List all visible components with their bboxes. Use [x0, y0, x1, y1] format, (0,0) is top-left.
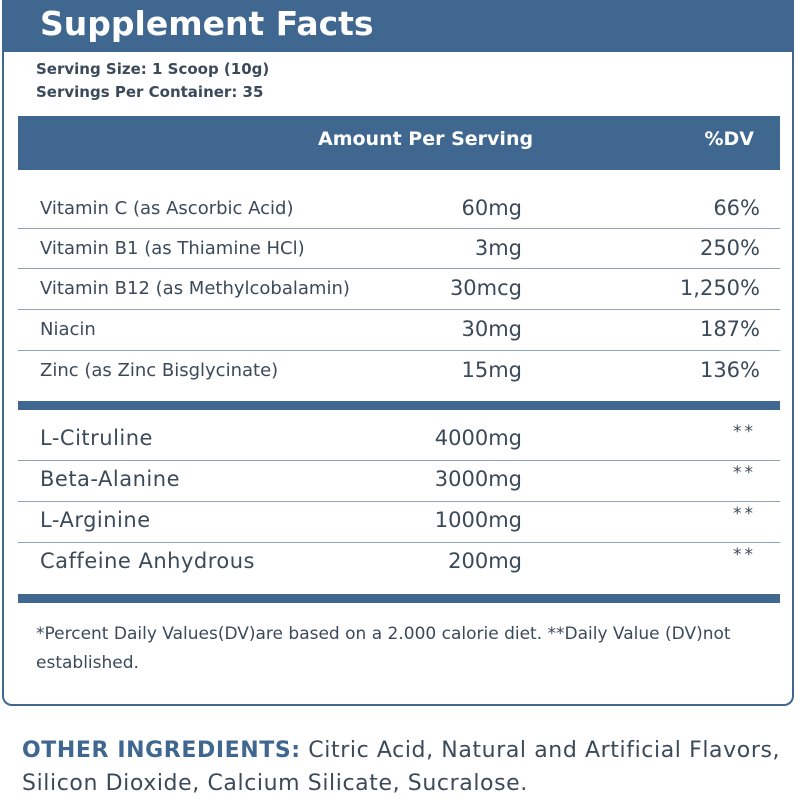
- row-divider: [18, 460, 780, 461]
- ingredient-dv: **: [733, 545, 756, 565]
- vitamin-name: Niacin: [40, 319, 96, 340]
- footnote: *Percent Daily Values(DV)are based on a …: [36, 624, 731, 673]
- ingredient-dv: **: [733, 504, 756, 524]
- ingredient-amount: 200mg: [448, 549, 522, 573]
- other-ingredients-label: OTHER INGREDIENTS:: [22, 738, 301, 763]
- panel-title: Supplement Facts: [40, 4, 374, 43]
- row-divider: [18, 542, 780, 543]
- vitamin-amount: 30mcg: [449, 276, 522, 300]
- ingredient-amount: 4000mg: [434, 426, 522, 450]
- ingredient-name: L-Arginine: [40, 508, 151, 532]
- ingredient-amount: 3000mg: [434, 467, 522, 491]
- row-divider: [18, 350, 780, 351]
- section-divider: [18, 594, 780, 603]
- vitamin-dv: 250%: [699, 236, 760, 260]
- ingredient-amount: 1000mg: [434, 508, 522, 532]
- ingredient-name: L-Citruline: [40, 426, 153, 450]
- vitamin-name: Vitamin C (as Ascorbic Acid): [40, 198, 294, 219]
- other-ingredients-text: Citric Acid, Natural and Artificial Flav…: [22, 738, 781, 796]
- vitamin-name: Vitamin B1 (as Thiamine HCl): [40, 238, 305, 259]
- header-dv: %DV: [704, 128, 754, 150]
- ingredient-dv: **: [733, 422, 756, 442]
- row-divider: [18, 501, 780, 502]
- ingredient-name: Beta-Alanine: [40, 467, 180, 491]
- vitamin-dv: 1,250%: [679, 276, 760, 300]
- ingredient-dv: **: [733, 463, 756, 483]
- other-ingredients: OTHER INGREDIENTS: Citric Acid, Natural …: [22, 734, 792, 800]
- table-header-bar: [18, 116, 780, 170]
- vitamin-amount: 60mg: [461, 196, 522, 220]
- row-divider: [18, 268, 780, 269]
- vitamin-dv: 136%: [699, 358, 760, 382]
- vitamin-dv: 187%: [699, 317, 760, 341]
- row-divider: [18, 309, 780, 310]
- section-divider: [18, 401, 780, 410]
- ingredient-name: Caffeine Anhydrous: [40, 549, 255, 573]
- vitamin-amount: 15mg: [461, 358, 522, 382]
- vitamin-dv: 66%: [713, 196, 760, 220]
- servings-per-container: Servings Per Container: 35: [36, 83, 264, 101]
- header-amount-per-serving: Amount Per Serving: [318, 128, 534, 150]
- vitamin-amount: 30mg: [461, 317, 522, 341]
- row-divider: [18, 228, 780, 229]
- title-bar: Supplement Facts: [2, 0, 794, 52]
- vitamin-amount: 3mg: [474, 236, 522, 260]
- serving-size: Serving Size: 1 Scoop (10g): [36, 60, 270, 78]
- vitamin-name: Zinc (as Zinc Bisglycinate): [40, 360, 279, 381]
- vitamin-name: Vitamin B12 (as Methylcobalamin): [40, 278, 350, 299]
